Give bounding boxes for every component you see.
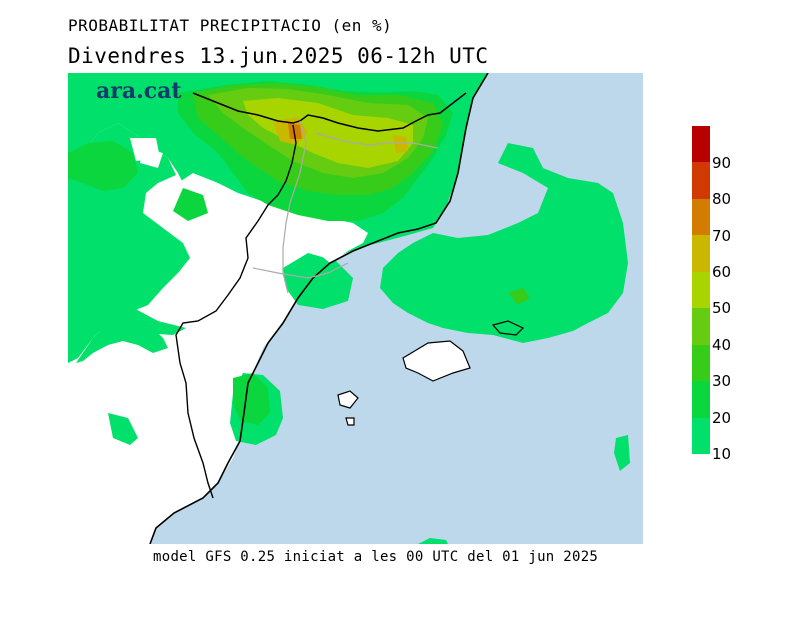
legend-label-70: 70 bbox=[712, 227, 732, 245]
ara-cat-logo: ara.cat bbox=[96, 78, 182, 104]
legend-label-60: 60 bbox=[712, 263, 732, 281]
low-prob-land-area bbox=[130, 138, 368, 263]
map-subtitle: Divendres 13.jun.2025 06-12h UTC bbox=[68, 44, 489, 68]
model-info: model GFS 0.25 iniciat a les 00 UTC del … bbox=[153, 549, 599, 565]
map-title: PROBABILITAT PRECIPITACIO (en %) bbox=[68, 16, 393, 35]
legend-colorbar bbox=[692, 126, 710, 454]
prob-70-zone bbox=[288, 123, 302, 139]
border-catalonia-aragon bbox=[175, 124, 297, 499]
legend-label-50: 50 bbox=[712, 299, 732, 317]
map-svg bbox=[68, 72, 643, 545]
legend-swatch-20 bbox=[692, 381, 710, 418]
precipitation-map bbox=[68, 72, 643, 545]
legend-label-10: 10 bbox=[712, 445, 732, 463]
legend-label-40: 40 bbox=[712, 336, 732, 354]
border-france-spain bbox=[192, 92, 467, 132]
balearic-islands bbox=[337, 320, 525, 426]
legend-swatch-50 bbox=[692, 272, 710, 308]
legend-label-30: 30 bbox=[712, 372, 732, 390]
legend-label-20: 20 bbox=[712, 409, 732, 427]
legend-swatch-10 bbox=[692, 418, 710, 454]
legend-swatch-90 bbox=[692, 126, 710, 162]
legend-swatch-40 bbox=[692, 308, 710, 345]
coastline bbox=[149, 72, 489, 545]
legend-swatch-60 bbox=[692, 235, 710, 272]
legend-label-90: 90 bbox=[712, 154, 732, 172]
legend-swatch-70 bbox=[692, 199, 710, 235]
prob-50-zone bbox=[243, 98, 413, 168]
legend-swatch-80 bbox=[692, 162, 710, 199]
legend-swatch-30 bbox=[692, 345, 710, 381]
legend-label-80: 80 bbox=[712, 190, 732, 208]
border-provinces bbox=[252, 120, 439, 294]
